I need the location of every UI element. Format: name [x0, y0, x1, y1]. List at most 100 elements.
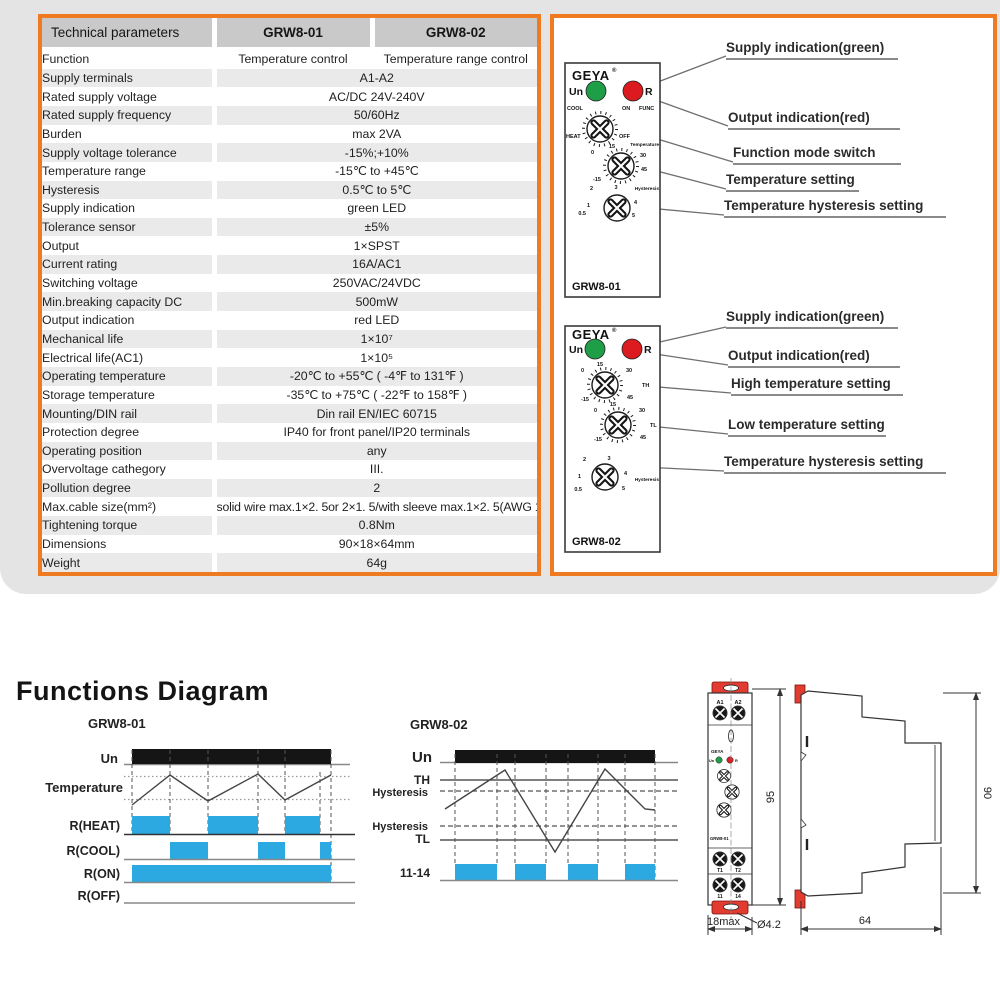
temp-knob-m15: -15 [593, 177, 601, 183]
table-row: Supply voltage tolerance -15%;+10% [42, 143, 537, 162]
r-label: R [645, 86, 653, 98]
table-row: Supply terminals A1-A2 [42, 68, 537, 88]
terminal-t2-label: T2 [735, 868, 741, 874]
hyst-knob-5: 5 [632, 213, 635, 219]
func-knob-cool: COOL [567, 106, 584, 112]
param-label: Tolerance sensor [42, 217, 217, 237]
d2-un-bar [455, 750, 655, 763]
terminal-11-label: 11 [717, 894, 723, 900]
temperature-knob[interactable] [603, 148, 639, 184]
temp-knob-title: Temperature [630, 142, 659, 148]
geya-logo: GEYA [572, 68, 610, 83]
function-mode-knob[interactable] [582, 111, 618, 147]
side-view: 90 64 [794, 684, 993, 935]
side-clip-bottom [794, 889, 806, 909]
param-value: -15%;+10% [214, 143, 537, 162]
low-temperature-knob[interactable] [600, 407, 636, 443]
param-label: Burden [42, 124, 217, 144]
param-label: Temperature range [42, 161, 217, 181]
callout-hysteresis-setting-2: Temperature hysteresis setting [724, 454, 946, 474]
hyst-knob-5: 5 [622, 486, 625, 492]
functions-diagram-title: Functions Diagram [16, 676, 270, 706]
table-row: Electrical life(AC1) 1×10⁵ [42, 348, 537, 367]
param-label: Weight [42, 553, 217, 572]
callout-output-indication-2: Output indication(red) [728, 348, 900, 368]
param-label: Supply indication [42, 199, 217, 218]
registered-mark-icon: ® [612, 327, 617, 334]
th-knob-title: TH [642, 383, 649, 389]
param-label: Function [42, 48, 217, 69]
temp-knob-45: 45 [641, 167, 647, 173]
d2-model-label: GRW8-02 [410, 717, 468, 732]
table-row: Rated supply voltage AC/DC 24V-240V [42, 87, 537, 106]
param-label: Operating position [42, 441, 217, 461]
callout-temperature-setting: Temperature setting [726, 172, 859, 192]
hyst-knob-05: 0.5 [574, 487, 582, 493]
hyst-knob-05: 0.5 [578, 211, 586, 217]
table-row: Switching voltage 250VAC/24VDC [42, 273, 537, 293]
tech-table-body: Function Temperature control Temperature r… [42, 48, 538, 572]
terminal-a1-label: A1 [716, 700, 723, 706]
d1-temperature-label: Temperature [45, 780, 123, 795]
hyst-knob-2: 2 [583, 457, 586, 463]
d1-temperature-curve [131, 773, 332, 806]
tl-knob-15: 15 [610, 402, 616, 408]
param-value: max 2VA [352, 126, 402, 141]
table-row: Tolerance sensor ±5% [42, 217, 537, 237]
param-label: Operating temperature [42, 366, 217, 386]
dim-95-label: 95 [765, 791, 777, 803]
table-row: Supply indication green LED [42, 199, 537, 218]
param-value: red LED [354, 313, 400, 328]
param-label: Protection degree [42, 422, 217, 442]
param-label: Overvoltage cathegory [42, 460, 217, 479]
d2-hysteresis-top-label: Hysteresis [372, 787, 428, 799]
supply-led-green [585, 80, 607, 102]
supply-led-green [584, 338, 606, 360]
param-value: IP40 for front panel/IP20 terminals [283, 425, 471, 440]
hyst-knob-3: 3 [607, 456, 610, 462]
param-value: 90×18×64mm [338, 537, 415, 552]
table-row: Max.cable size(mm²) solid wire max.1×2. 5… [42, 497, 538, 517]
hyst-knob-4: 4 [624, 471, 628, 477]
table-row: Operating position any [42, 441, 537, 461]
param-label: Mounting/DIN rail [42, 404, 217, 423]
d2-th-label: TH [414, 773, 430, 787]
d1-ron-label: R(ON) [84, 867, 120, 881]
th-knob-m15: -15 [581, 397, 589, 403]
th-knob-30: 30 [626, 368, 632, 374]
dim-hole-label: Ø4.2 [757, 919, 781, 931]
table-header-grw8-02: GRW8-02 [372, 18, 537, 50]
table-row: Operating temperature -20℃ to +55℃ ( -4℉ … [42, 366, 537, 386]
param-value: solid wire max.1×2. 5or 2×1. 5/with slee… [216, 499, 538, 514]
mini-un-label: Un [709, 759, 715, 763]
func-knob-heat: HEAT [566, 134, 581, 140]
param-value: Temperature control [214, 48, 375, 69]
terminal-t1-label: T1 [717, 868, 723, 874]
table-row: Tightening torque 0.8Nm [42, 516, 537, 535]
param-label: Max.cable size(mm²) [42, 497, 217, 517]
side-profile [800, 690, 942, 897]
hysteresis-knob[interactable] [591, 463, 619, 491]
screw-terminal [712, 705, 746, 721]
param-value: 500mW [214, 292, 537, 312]
table-row: Weight 64g [42, 553, 537, 572]
terminal-14-label: 14 [735, 894, 741, 900]
dimension-drawings: A1 A2 GEYA Un R GRW8-01 T1 T2 [707, 678, 993, 935]
grw8-02-front-face: GEYA ® Un R 15 0 30 -15 45 TH [564, 325, 661, 553]
param-value: A1-A2 [214, 68, 537, 88]
param-value: -20℃ to +55℃ ( -4℉ to 131℉ ) [214, 366, 537, 386]
hysteresis-knob[interactable] [603, 194, 631, 222]
th-knob-0: 0 [581, 368, 584, 374]
func-knob-on: ON [622, 106, 630, 112]
table-header-grw8-01: GRW8-01 [214, 18, 375, 50]
dim-64-label: 64 [859, 915, 871, 927]
hyst-knob-3: 3 [614, 185, 617, 191]
registered-mark-icon: ® [612, 67, 617, 74]
param-value: 1×10⁷ [214, 329, 537, 349]
grw8-01-timing-diagram: GRW8-01 Un Temperature R(HEAT) R(COOL) R… [45, 716, 355, 904]
mini-model-label: GRW8-01 [710, 836, 729, 841]
param-label: Pollution degree [42, 478, 217, 498]
high-temperature-knob[interactable] [587, 367, 623, 403]
temp-knob-0: 0 [591, 150, 594, 156]
